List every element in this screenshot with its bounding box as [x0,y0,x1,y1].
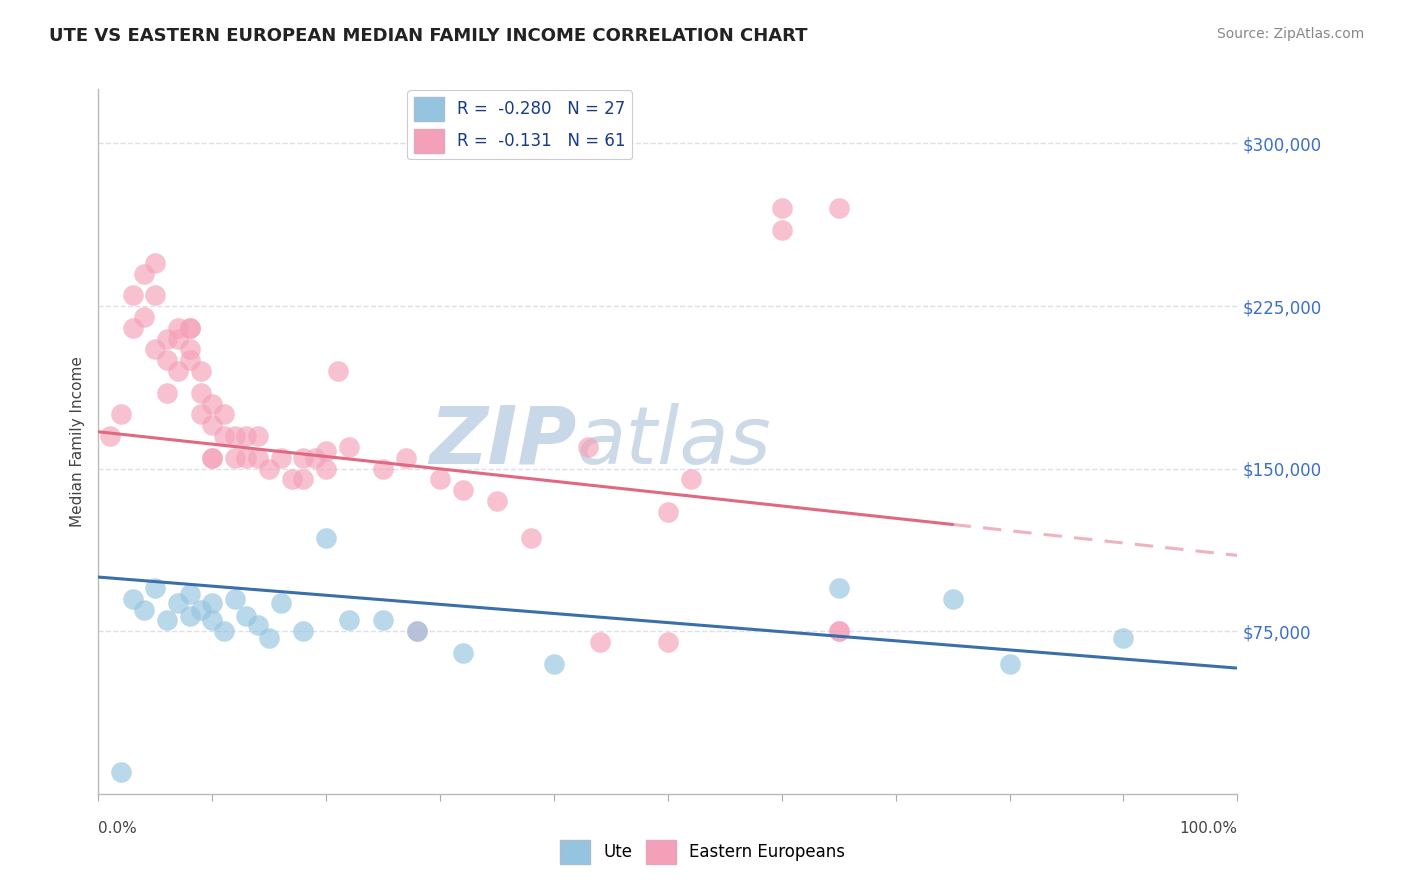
Point [371,614,394,628]
Point [235,450,257,465]
Point [224,591,246,606]
Point [337,614,360,628]
Point [201,614,224,628]
Point [201,596,224,610]
Point [657,505,679,519]
Point [292,450,315,465]
Point [156,385,179,400]
Point [246,617,269,632]
Point [770,223,793,237]
Point [145,288,167,302]
Text: UTE VS EASTERN EUROPEAN MEDIAN FAMILY INCOME CORRELATION CHART: UTE VS EASTERN EUROPEAN MEDIAN FAMILY IN… [49,27,807,45]
Point [156,614,179,628]
Point [190,385,212,400]
Point [292,473,315,487]
Point [304,450,326,465]
Point [190,364,212,378]
Point [179,320,201,334]
Point [337,440,360,454]
Point [657,635,679,649]
Point [190,602,212,616]
Point [167,320,190,334]
Point [224,450,246,465]
Point [371,461,394,475]
Point [543,657,565,671]
Text: ZIP: ZIP [429,402,576,481]
Point [246,450,269,465]
Point [259,631,281,645]
Point [201,418,224,433]
Point [190,408,212,422]
Point [132,267,155,281]
Point [110,408,132,422]
Point [828,624,851,639]
Legend: Ute, Eastern Europeans: Ute, Eastern Europeans [554,833,852,871]
Point [486,494,509,508]
Legend: R =  -0.280   N = 27, R =  -0.131   N = 61: R = -0.280 N = 27, R = -0.131 N = 61 [408,90,633,160]
Point [179,587,201,601]
Point [451,483,474,498]
Point [395,450,418,465]
Point [281,473,304,487]
Point [520,531,543,545]
Point [179,343,201,357]
Point [998,657,1021,671]
Point [828,202,851,216]
Point [292,624,315,639]
Point [121,288,143,302]
Point [121,320,143,334]
Point [942,591,965,606]
Point [235,609,257,624]
Point [270,450,292,465]
Point [145,581,167,595]
Point [179,320,201,334]
Point [212,429,235,443]
Point [259,461,281,475]
Point [121,591,143,606]
Point [326,364,349,378]
Point [167,596,190,610]
Point [167,332,190,346]
Point [1112,631,1135,645]
Point [145,343,167,357]
Text: Source: ZipAtlas.com: Source: ZipAtlas.com [1216,27,1364,41]
Point [246,429,269,443]
Point [451,646,474,660]
Point [588,635,610,649]
Point [406,624,429,639]
Point [429,473,451,487]
Point [828,624,851,639]
Point [770,202,793,216]
Point [132,602,155,616]
Point [98,429,121,443]
Point [145,255,167,269]
Point [235,429,257,443]
Point [406,624,429,639]
Point [201,396,224,410]
Y-axis label: Median Family Income: Median Family Income [69,356,84,527]
Point [679,473,702,487]
Point [179,353,201,368]
Point [212,408,235,422]
Point [828,581,851,595]
Point [132,310,155,324]
Point [156,353,179,368]
Point [167,364,190,378]
Point [576,440,599,454]
Point [156,332,179,346]
Point [315,461,337,475]
Point [315,531,337,545]
Point [224,429,246,443]
Point [201,450,224,465]
Point [270,596,292,610]
Text: atlas: atlas [576,402,772,481]
Point [201,450,224,465]
Point [179,609,201,624]
Point [315,444,337,458]
Text: 100.0%: 100.0% [1180,821,1237,836]
Point [110,765,132,780]
Point [212,624,235,639]
Text: 0.0%: 0.0% [98,821,138,836]
